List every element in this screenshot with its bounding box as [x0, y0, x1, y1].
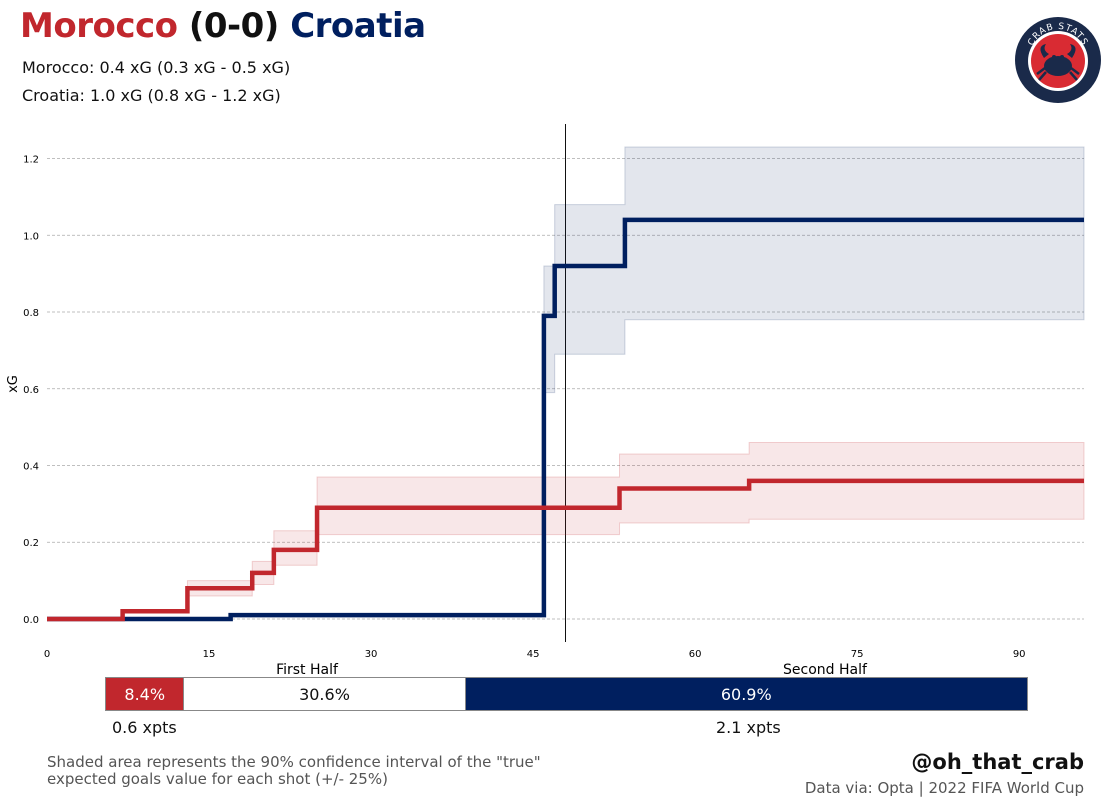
y-tick-label: 1.2 — [23, 155, 39, 166]
morocco-xg-line — [47, 478, 1084, 622]
croatia-win-segment: 60.9% — [465, 678, 1027, 710]
x-tick-label: 15 — [203, 649, 216, 660]
confidence-note-line1: Shaded area represents the 90% confidenc… — [47, 753, 541, 771]
y-tick-label: 0.2 — [23, 538, 39, 549]
croatia-win-pct: 60.9% — [720, 684, 772, 704]
match-score: (0-0) — [188, 6, 280, 46]
x-tick-label: 75 — [851, 649, 864, 660]
croatia-xpts: 2.1 xpts — [716, 718, 781, 737]
crab-stats-logo: CRAB STATS — [1015, 17, 1101, 103]
win-probability-bar: 8.4% 30.6% 60.9% — [105, 677, 1028, 711]
x-tick-label: 45 — [527, 649, 540, 660]
team-home-name: Morocco — [20, 6, 178, 46]
draw-segment: 30.6% — [183, 678, 466, 710]
draw-pct: 30.6% — [299, 684, 350, 704]
y-tick-label: 0.0 — [23, 615, 39, 626]
y-tick-label: 1.0 — [23, 231, 39, 242]
x-tick-label: 0 — [44, 649, 50, 660]
data-source: Data via: Opta | 2022 FIFA World Cup — [804, 779, 1084, 797]
x-tick-label: 60 — [689, 649, 702, 660]
morocco-xpts: 0.6 xpts — [112, 718, 177, 737]
team-away-name: Croatia — [290, 6, 426, 46]
first-half-label: First Half — [276, 662, 339, 678]
y-tick-label: 0.8 — [23, 308, 39, 319]
croatia-xg-summary: Croatia: 1.0 xG (0.8 xG - 1.2 xG) — [22, 86, 281, 105]
confidence-note: Shaded area represents the 90% confidenc… — [47, 754, 607, 788]
second-half-label: Second Half — [783, 662, 868, 678]
confidence-note-line2: expected goals value for each shot (+/- … — [47, 770, 388, 788]
croatia-xg-line — [47, 217, 1084, 622]
morocco-xg-summary: Morocco: 0.4 xG (0.3 xG - 0.5 xG) — [22, 58, 291, 77]
y-tick-label: 0.6 — [23, 385, 39, 396]
x-tick-label: 30 — [365, 649, 378, 660]
x-tick-label: 90 — [1013, 649, 1026, 660]
y-tick-label: 0.4 — [23, 461, 39, 472]
y-axis-label: xG — [6, 375, 21, 393]
author-handle: @oh_that_crab — [911, 750, 1084, 774]
morocco-win-pct: 8.4% — [124, 684, 166, 704]
match-title: Morocco (0-0) Croatia — [20, 6, 426, 46]
xg-flow-chart: 0.0 0.2 0.4 0.6 0.8 1.0 1.2 0 15 30 45 60 75 90 xG Fi… — [6, 124, 1085, 678]
morocco-win-segment: 8.4% — [106, 678, 184, 710]
